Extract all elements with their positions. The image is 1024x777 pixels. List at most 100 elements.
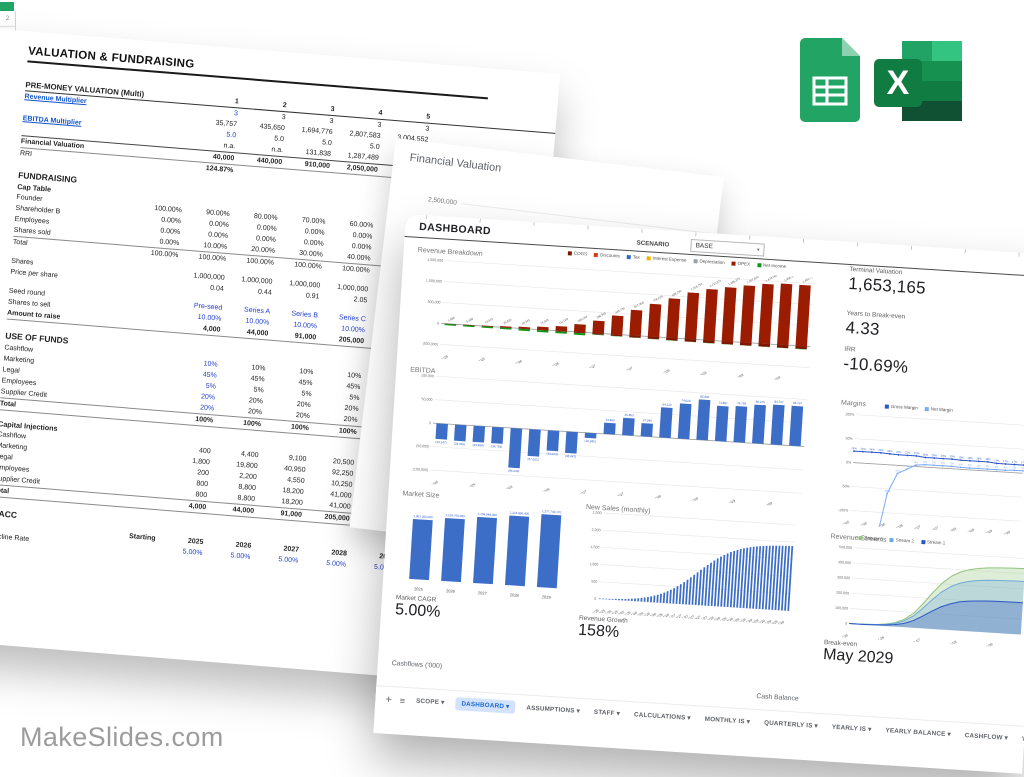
dashboard-sheet-card: DASHBOARD SCENARIO BASE ▾ Revenue Breakd… xyxy=(373,214,1024,774)
svg-text:778,029: 778,029 xyxy=(652,294,663,303)
svg-text:1/26: 1/26 xyxy=(877,635,885,642)
svg-text:185,094: 185,094 xyxy=(577,314,588,323)
market-size-chart: 1,051,200,000 1,103,760,000 1,158,948,000 1… xyxy=(409,509,562,600)
svg-text:2029: 2029 xyxy=(542,594,552,600)
ebitda-chart: 100,000 50,000 0 (50,000) (100,000) (33,147) (… xyxy=(412,374,808,508)
all-sheets-menu-icon[interactable]: ≡ xyxy=(399,695,406,706)
svg-text:1/27: 1/27 xyxy=(669,613,677,620)
svg-text:1/26: 1/26 xyxy=(630,611,638,618)
tab-monthly-is[interactable]: MONTHLY IS ▾ xyxy=(704,715,751,726)
revenue-streams-panel: Revenue Streams Stream 3 Stream 2 Stream 1… xyxy=(824,525,1024,649)
svg-text:74,887: 74,887 xyxy=(718,401,728,406)
svg-text:2,500: 2,500 xyxy=(592,511,601,516)
kpi-value: 5.00% xyxy=(394,601,441,621)
svg-text:(100,000): (100,000) xyxy=(412,467,428,472)
margins-chart: 100%50%0%-50%-100%24% 24% 24% 24% 23% 22% 22% 2… xyxy=(837,412,1024,536)
svg-text:(57,021): (57,021) xyxy=(527,457,538,462)
svg-text:200,000: 200,000 xyxy=(836,591,849,596)
svg-text:0: 0 xyxy=(429,421,431,425)
svg-text:64,113: 64,113 xyxy=(662,402,672,407)
svg-text:445,730: 445,730 xyxy=(614,306,625,315)
scenario-label: SCENARIO xyxy=(636,239,670,249)
svg-text:1/28: 1/28 xyxy=(707,616,715,623)
svg-text:25,630: 25,630 xyxy=(503,317,513,325)
svg-text:-7%: -7% xyxy=(904,464,910,468)
svg-text:5%: 5% xyxy=(950,461,955,465)
cash-balance-chart-title: Cash Balance xyxy=(756,692,799,703)
svg-text:1,215,571: 1,215,571 xyxy=(709,278,723,288)
svg-text:22%: 22% xyxy=(914,451,920,455)
tab-staff[interactable]: STAFF ▾ xyxy=(593,708,621,718)
svg-text:100%: 100% xyxy=(845,412,855,417)
tab-quarterly-is[interactable]: QUARTERLY IS ▾ xyxy=(763,719,819,730)
tab-yearly-is[interactable]: YEARLY IS ▾ xyxy=(831,723,872,734)
svg-text:1,286,373: 1,286,373 xyxy=(727,276,741,286)
svg-text:13,525: 13,525 xyxy=(484,317,494,325)
svg-text:300,000: 300,000 xyxy=(837,575,850,580)
svg-text:500: 500 xyxy=(591,579,597,583)
svg-text:9/29: 9/29 xyxy=(771,620,779,626)
svg-text:3/26: 3/26 xyxy=(637,611,645,618)
legend-label: OPEX xyxy=(737,260,751,267)
svg-text:22%: 22% xyxy=(905,450,911,454)
kpi-value: May 2029 xyxy=(822,646,894,668)
svg-text:17%: 17% xyxy=(994,458,1000,462)
kpi-market-cagr: Market CAGR 5.00% xyxy=(395,594,442,622)
legend-label: Interest Expense xyxy=(652,255,687,263)
svg-text:5/27: 5/27 xyxy=(681,614,689,621)
svg-text:11/29: 11/29 xyxy=(776,620,785,625)
svg-text:111,043: 111,043 xyxy=(558,317,569,325)
tab-assumptions[interactable]: ASSUMPTIONS ▾ xyxy=(526,704,581,715)
legend-swatch xyxy=(858,535,863,540)
ebitda-panel: EBITDA 100,000 50,000 0 (50,000) (100,000) (3… xyxy=(403,359,812,510)
svg-text:1/28: 1/28 xyxy=(950,640,958,647)
legend-swatch xyxy=(593,252,599,257)
sheet-cell: 5.00% xyxy=(325,559,347,569)
svg-text:1,500,000: 1,500,000 xyxy=(427,258,443,263)
tab-cashflow[interactable]: CASHFLOW ▾ xyxy=(964,732,1009,742)
kpi-terminal-valuation: Terminal Valuation 1,653,165 xyxy=(848,266,927,299)
svg-text:20%: 20% xyxy=(941,454,947,458)
svg-text:Q3 2029: Q3 2029 xyxy=(768,375,781,382)
svg-text:0: 0 xyxy=(845,622,847,626)
svg-text:2026: 2026 xyxy=(446,588,456,594)
legend-label: COGS xyxy=(573,250,588,257)
svg-text:500,000: 500,000 xyxy=(427,300,440,305)
add-sheet-button[interactable]: + xyxy=(385,693,393,706)
google-sheets-icon xyxy=(800,38,860,127)
svg-text:2,000: 2,000 xyxy=(591,528,600,533)
svg-text:1,989: 1,989 xyxy=(447,316,456,323)
legend-label: Gross Margin xyxy=(890,403,918,411)
market-size-panel: Market Size 1,051,200,000 1,103,760,000 1,… xyxy=(396,482,573,604)
tab-yearly-balance[interactable]: YEARLY BALANCE ▾ xyxy=(885,727,952,739)
svg-text:(33,147): (33,147) xyxy=(435,440,446,445)
svg-text:17%: 17% xyxy=(1012,460,1018,464)
tab-calculations[interactable]: CALCULATIONS ▾ xyxy=(633,711,691,722)
svg-text:(500,000): (500,000) xyxy=(422,342,438,347)
tab-dashboard[interactable]: DASHBOARD ▾ xyxy=(455,697,516,714)
svg-text:500,000: 500,000 xyxy=(839,545,852,550)
tab-scope[interactable]: SCOPE ▾ xyxy=(415,697,445,707)
svg-text:1/27: 1/27 xyxy=(913,638,921,645)
svg-text:11/28: 11/28 xyxy=(737,618,746,626)
legend-item: Tax xyxy=(626,254,640,260)
svg-text:4%: 4% xyxy=(977,464,982,468)
legend-label: Tax xyxy=(632,254,640,260)
svg-text:X: X xyxy=(887,64,910,102)
svg-text:20%: 20% xyxy=(923,453,929,457)
svg-text:100,000: 100,000 xyxy=(421,374,434,379)
legend-item: Net Income xyxy=(756,262,786,269)
svg-text:-100%: -100% xyxy=(838,508,849,513)
svg-text:3/29: 3/29 xyxy=(752,618,760,625)
svg-text:27,946: 27,946 xyxy=(643,418,653,423)
svg-text:23%: 23% xyxy=(887,449,893,453)
legend-item: Stream 1 xyxy=(920,539,945,546)
tab-valuation[interactable]: VALUATION ▾ xyxy=(1021,735,1024,746)
svg-text:(34,484): (34,484) xyxy=(472,443,483,448)
svg-text:(45,647): (45,647) xyxy=(565,454,576,459)
svg-text:Q3 2029: Q3 2029 xyxy=(760,501,773,508)
svg-text:Q3 2028: Q3 2028 xyxy=(962,528,975,536)
svg-text:76,765: 76,765 xyxy=(737,401,747,406)
svg-text:3/27: 3/27 xyxy=(675,614,683,621)
cashflows-chart-title: Cashflows ('000) xyxy=(391,659,443,671)
